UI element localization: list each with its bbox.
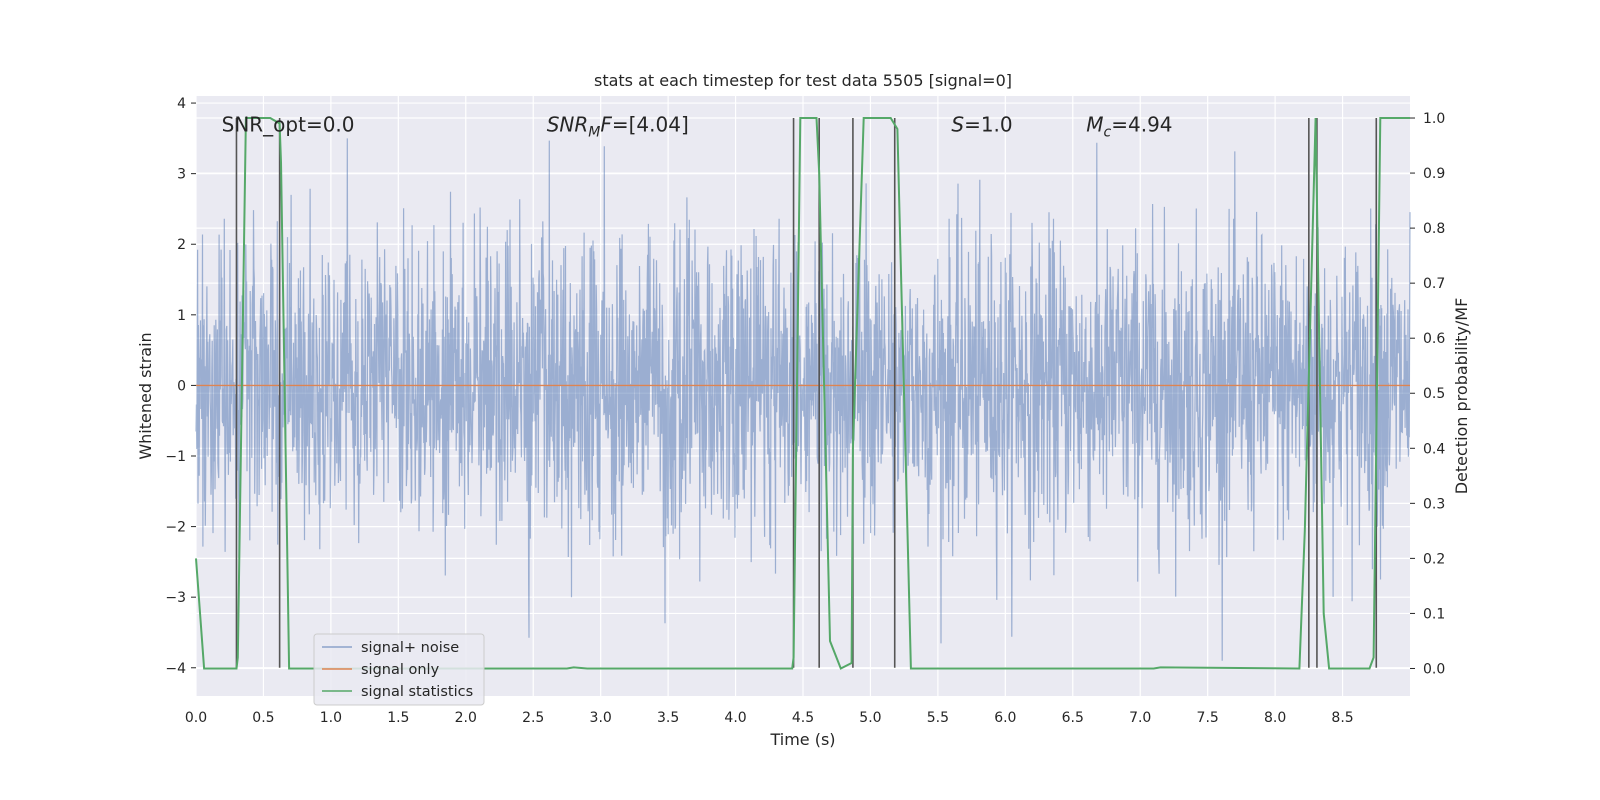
y-right-tick-label: 0.7 [1423, 276, 1445, 292]
y-left-tick-label: 2 [177, 237, 186, 253]
x-tick-label: 3.0 [590, 710, 612, 726]
y-left-tick-label: 4 [177, 96, 186, 112]
y-right-tick-label: 0.8 [1423, 221, 1445, 237]
x-tick-label: 7.0 [1129, 710, 1151, 726]
left-y-axis-title: Whitened strain [136, 332, 155, 459]
x-tick-label: 8.5 [1331, 710, 1353, 726]
x-tick-label: 2.0 [455, 710, 477, 726]
x-axis-title: Time (s) [769, 730, 835, 749]
x-tick-label: 0.0 [185, 710, 207, 726]
left-y-axis-ticks: 4 3 2 1 0 −1 −2 −3 −4 [165, 96, 196, 677]
x-tick-label: 7.5 [1197, 710, 1219, 726]
annotation: Mc=4.94 [1086, 112, 1172, 140]
x-tick-label: 5.5 [927, 710, 949, 726]
x-tick-label: 1.0 [320, 710, 342, 726]
y-right-tick-label: 0.0 [1423, 661, 1445, 677]
legend-box [313, 633, 485, 706]
legend-label-signal-noise: signal+ noise [361, 640, 459, 656]
y-right-tick-label: 1.0 [1423, 111, 1445, 127]
y-right-tick-label: 0.1 [1423, 606, 1445, 622]
right-y-axis-ticks: 1.0 0.9 0.8 0.7 0.6 0.5 0.4 0.3 0.2 0.1 0.0 [1410, 111, 1445, 677]
chart-title: stats at each timestep for test data 550… [594, 71, 1012, 90]
signal-noise-line [195, 138, 1411, 661]
legend: signal+ noise signal only signal statist… [313, 633, 485, 706]
x-tick-label: 2.5 [522, 710, 544, 726]
x-tick-label: 8.0 [1264, 710, 1286, 726]
right-y-axis-title: Detection probability/MF [1452, 298, 1471, 495]
signal-statistics-series [195, 117, 1410, 670]
x-tick-label: 5.0 [859, 710, 881, 726]
annotation: SNR_opt=0.0 [222, 112, 355, 136]
y-right-tick-label: 0.9 [1423, 166, 1445, 182]
y-right-tick-label: 0.4 [1423, 441, 1445, 457]
x-tick-label: 4.0 [724, 710, 746, 726]
x-tick-label: 1.5 [387, 710, 409, 726]
y-left-tick-label: 1 [177, 308, 186, 324]
x-tick-label: 6.5 [1062, 710, 1084, 726]
signal-noise-series [195, 138, 1411, 661]
y-right-tick-label: 0.6 [1423, 331, 1445, 347]
x-axis-ticks: 0.0 0.5 1.0 1.5 2.0 2.5 3.0 3.5 4.0 4.5 5.0 5.5 6.0 6… [185, 710, 1354, 726]
x-tick-label: 3.5 [657, 710, 679, 726]
y-left-tick-label: −3 [165, 590, 186, 606]
y-right-tick-label: 0.2 [1423, 551, 1445, 567]
annotation: SNRMF=[4.04] [547, 112, 689, 140]
y-left-tick-label: 0 [177, 378, 186, 394]
x-tick-label: 6.0 [994, 710, 1016, 726]
signal-statistics-line [195, 117, 1410, 670]
y-left-tick-label: −1 [165, 449, 186, 465]
annotations: SNR_opt=0.0 SNRMF=[4.04] S=1.0 Mc=4.94 [222, 112, 1173, 140]
x-tick-label: 4.5 [792, 710, 814, 726]
y-left-tick-label: −2 [165, 520, 186, 536]
y-right-tick-label: 0.5 [1423, 386, 1445, 402]
y-left-tick-label: −4 [165, 661, 186, 677]
y-right-tick-label: 0.3 [1423, 496, 1445, 512]
y-left-tick-label: 3 [177, 167, 186, 183]
x-tick-label: 0.5 [252, 710, 274, 726]
legend-label-signal-statistics: signal statistics [361, 684, 473, 700]
legend-label-signal-only: signal only [361, 662, 440, 678]
annotation: S=1.0 [951, 112, 1012, 136]
